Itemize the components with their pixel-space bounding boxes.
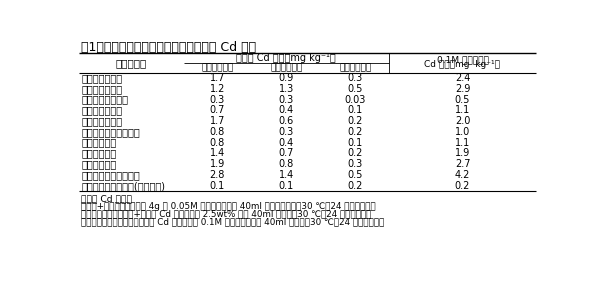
Text: 礫質グライ土: 礫質グライ土 [81, 148, 116, 159]
Text: 0.1: 0.1 [347, 105, 363, 115]
Text: 細粒グライ土: 細粒グライ土 [81, 138, 116, 148]
Text: 2.4: 2.4 [455, 73, 470, 83]
Text: 0.2: 0.2 [455, 181, 470, 191]
Text: 0.7: 0.7 [278, 148, 294, 159]
Text: 2.0: 2.0 [455, 116, 470, 126]
Text: 0.3: 0.3 [278, 127, 294, 137]
Text: 0.1: 0.1 [209, 181, 225, 191]
Text: 水溶+交換性：風乾細土 4g に 0.05M 塩化カルシウム 40ml を加えて抽出（30 ℃，24 時間振とう）: 水溶+交換性：風乾細土 4g に 0.05M 塩化カルシウム 40ml を加えて… [81, 202, 376, 211]
Text: 1.4: 1.4 [209, 148, 225, 159]
Text: 0.3: 0.3 [347, 73, 363, 83]
Text: 土壌タイプ: 土壌タイプ [116, 58, 147, 68]
Text: 0.8: 0.8 [209, 138, 225, 148]
Text: 0.5: 0.5 [347, 170, 363, 180]
Text: 4.2: 4.2 [455, 170, 470, 180]
Text: 0.9: 0.9 [278, 73, 294, 83]
Text: 1.2: 1.2 [209, 84, 225, 94]
Text: 2.7: 2.7 [455, 159, 470, 169]
Text: 0.6: 0.6 [278, 116, 294, 126]
Text: 下層黒ボク灰色低地土: 下層黒ボク灰色低地土 [81, 127, 140, 137]
Text: 表1　ポット栽培試験前土壌中の形態別 Cd 濃度: 表1 ポット栽培試験前土壌中の形態別 Cd 濃度 [81, 41, 256, 54]
Text: 0.5: 0.5 [347, 84, 363, 94]
Text: Cd 濃度（mg  kg⁻¹）: Cd 濃度（mg kg⁻¹） [425, 60, 500, 69]
Text: 1.9: 1.9 [209, 159, 225, 169]
Text: 有機物結合性：無機物結合性 Cd 抽出残さを 0.1M ピロリン酸加水 40ml で抽出（30 ℃，24 時間振とう）: 有機物結合性：無機物結合性 Cd 抽出残さを 0.1M ピロリン酸加水 40ml… [81, 217, 385, 226]
Text: 0.3: 0.3 [347, 159, 363, 169]
Text: 1.7: 1.7 [209, 73, 225, 83]
Text: 形態別 Cd 分析法: 形態別 Cd 分析法 [81, 194, 132, 203]
Text: 0.3: 0.3 [209, 94, 225, 105]
Text: 1.9: 1.9 [455, 148, 470, 159]
Text: 0.7: 0.7 [209, 105, 225, 115]
Text: 0.8: 0.8 [209, 127, 225, 137]
Text: 腐植質多湿黒ボク土(非汚染土): 腐植質多湿黒ボク土(非汚染土) [81, 181, 165, 191]
Text: 無機物結合性: 無機物結合性 [270, 64, 302, 72]
Text: 0.1: 0.1 [347, 138, 363, 148]
Text: 細粒灰色低地土: 細粒灰色低地土 [81, 116, 122, 126]
Text: 0.1M 塩酸可溶性: 0.1M 塩酸可溶性 [437, 55, 488, 64]
Text: 無機物結合性：水溶+交換性 Cd 抽出残さを 2.5wt% 酢酸 40ml で抽出（30 ℃，24 時間振とう）: 無機物結合性：水溶+交換性 Cd 抽出残さを 2.5wt% 酢酸 40ml で抽… [81, 210, 372, 219]
Text: 細粒灰色低地土: 細粒灰色低地土 [81, 105, 122, 115]
Text: 中粗粒灰色低地土: 中粗粒灰色低地土 [81, 94, 128, 105]
Text: 1.7: 1.7 [209, 116, 225, 126]
Text: 1.1: 1.1 [455, 138, 470, 148]
Text: 水溶・交換性: 水溶・交換性 [201, 64, 233, 72]
Text: 2.8: 2.8 [209, 170, 225, 180]
Text: 1.4: 1.4 [278, 170, 294, 180]
Text: 0.1: 0.1 [278, 181, 294, 191]
Text: 形態別 Cd 濃度（mg kg⁻¹）: 形態別 Cd 濃度（mg kg⁻¹） [236, 53, 336, 63]
Text: 2.9: 2.9 [455, 84, 470, 94]
Text: 0.2: 0.2 [347, 127, 363, 137]
Text: 有機物結合性: 有機物結合性 [339, 64, 371, 72]
Text: 0.4: 0.4 [278, 105, 294, 115]
Text: 0.4: 0.4 [278, 138, 294, 148]
Text: 1.1: 1.1 [455, 105, 470, 115]
Text: 0.3: 0.3 [278, 94, 294, 105]
Text: 腐植質黒ボクグライ土: 腐植質黒ボクグライ土 [81, 170, 140, 180]
Text: 礫質灰色低地土: 礫質灰色低地土 [81, 84, 122, 94]
Text: 0.5: 0.5 [455, 94, 470, 105]
Text: 1.3: 1.3 [278, 84, 294, 94]
Text: 0.03: 0.03 [344, 94, 366, 105]
Text: 多湿黒ボク土: 多湿黒ボク土 [81, 159, 116, 169]
Text: 0.2: 0.2 [347, 116, 363, 126]
Text: 0.2: 0.2 [347, 148, 363, 159]
Text: 1.0: 1.0 [455, 127, 470, 137]
Text: 礫質灰色低地土: 礫質灰色低地土 [81, 73, 122, 83]
Text: 0.2: 0.2 [347, 181, 363, 191]
Text: 0.8: 0.8 [278, 159, 294, 169]
